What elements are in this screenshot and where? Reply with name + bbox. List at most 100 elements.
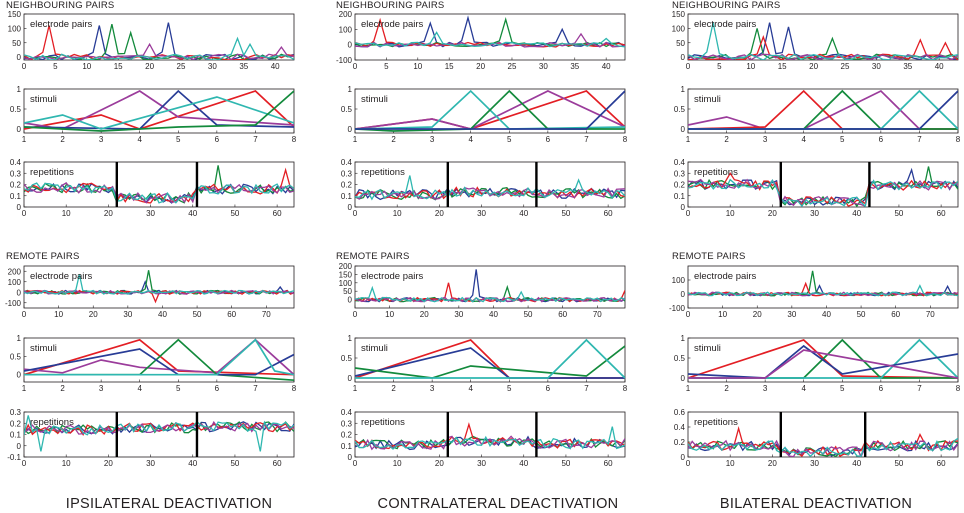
- x-tick-label: 0: [353, 459, 358, 468]
- series-group: [355, 15, 625, 48]
- x-tick-label: 60: [558, 310, 567, 319]
- series-group: [355, 175, 625, 201]
- x-tick-label: 20: [435, 209, 444, 218]
- x-tick-label: 2: [391, 384, 396, 393]
- chart-ipsi-neighbouring-electrode-pairs: 0 5 10 15 20 25 30 35 40 0 50 100 150 electrode pairs: [8, 10, 295, 71]
- y-tick-label: 100: [672, 24, 686, 33]
- y-tick-label: 1: [348, 334, 353, 343]
- x-tick-label: 6: [215, 135, 220, 144]
- x-tick-label: 7: [917, 384, 922, 393]
- y-tick-label: 0: [681, 125, 686, 134]
- x-tick-label: 8: [623, 135, 628, 144]
- series-group: [688, 338, 958, 379]
- x-tick-label: 35: [903, 62, 912, 71]
- chart-bilateral-remote-repetitions: 0 10 20 30 40 50 60 0 0.2 0.4 0.6 repetitions: [674, 408, 959, 468]
- x-tick-label: 4: [468, 384, 473, 393]
- x-tick-label: 30: [208, 62, 217, 71]
- y-tick-label: 0.3: [341, 169, 353, 178]
- x-tick-label: 20: [768, 459, 777, 468]
- axes-box: [354, 265, 626, 309]
- x-tick-label: 10: [62, 459, 71, 468]
- x-tick-label: 7: [253, 135, 258, 144]
- x-tick-label: 50: [561, 209, 570, 218]
- y-tick-label: 0: [17, 288, 22, 297]
- plot-area: 1 2 3 4 5 6 7 8 0 0.5 1 stimuli: [10, 334, 297, 393]
- x-tick-label: 30: [539, 62, 548, 71]
- x-tick-label: 20: [809, 62, 818, 71]
- x-tick-label: 15: [114, 62, 123, 71]
- section-title-remote-ipsi: REMOTE PAIRS: [6, 251, 80, 262]
- x-tick-label: 10: [413, 62, 422, 71]
- x-tick-label: 1: [353, 384, 358, 393]
- x-tick-label: 5: [176, 384, 181, 393]
- x-tick-label: 30: [810, 459, 819, 468]
- condition-label-bilateral: BILATERAL DEACTIVATION: [719, 496, 913, 512]
- x-tick-label: 10: [393, 459, 402, 468]
- plot-area: 0 5 10 15 20 25 30 35 40 0 50 100 150 electrode pairs: [8, 10, 295, 71]
- x-tick-label: 30: [810, 209, 819, 218]
- series-line-magenta: [688, 349, 958, 379]
- axes-box: [23, 265, 295, 309]
- x-tick-label: 6: [546, 384, 551, 393]
- plot-area: 1 2 3 4 5 6 7 8 0 0.5 1 stimuli: [674, 85, 961, 144]
- x-tick-label: 30: [454, 310, 463, 319]
- x-tick-label: 8: [956, 135, 961, 144]
- series-line-cyan: [355, 31, 625, 48]
- x-tick-label: 20: [104, 209, 113, 218]
- section-title-remote-contra: REMOTE PAIRS: [336, 251, 410, 262]
- x-tick-label: 50: [857, 310, 866, 319]
- x-tick-label: 30: [477, 459, 486, 468]
- y-tick-label: -100: [669, 304, 686, 313]
- series-line-blue: [355, 347, 625, 379]
- panel-label: repetitions: [30, 167, 74, 178]
- x-tick-label: 0: [22, 459, 27, 468]
- y-tick-label: 0.1: [341, 442, 353, 451]
- y-tick-label: 0.5: [674, 354, 686, 363]
- x-tick-label: 10: [718, 310, 727, 319]
- y-tick-label: 0.2: [674, 181, 686, 190]
- series-group: [688, 270, 958, 297]
- panel-label: stimuli: [361, 343, 388, 354]
- y-tick-label: 0.3: [10, 408, 22, 417]
- x-tick-label: 30: [477, 209, 486, 218]
- x-tick-label: 4: [801, 135, 806, 144]
- x-tick-label: 25: [841, 62, 850, 71]
- y-tick-label: 0.4: [341, 158, 353, 167]
- x-tick-label: 3: [430, 135, 435, 144]
- x-tick-label: 5: [840, 135, 845, 144]
- series-line-cyan: [355, 426, 625, 450]
- y-tick-label: 0: [17, 442, 22, 451]
- x-tick-label: 0: [353, 62, 358, 71]
- series-line-cyan: [24, 96, 294, 130]
- plot-area: 1 2 3 4 5 6 7 8 0 0.5 1 stimuli: [674, 334, 961, 393]
- y-tick-label: 0: [348, 374, 353, 383]
- x-tick-label: 8: [292, 384, 297, 393]
- x-tick-label: 7: [584, 384, 589, 393]
- x-tick-label: 40: [602, 62, 611, 71]
- x-tick-label: 7: [917, 135, 922, 144]
- series-line-green: [24, 90, 294, 132]
- panel-label: stimuli: [694, 343, 721, 354]
- x-tick-label: 15: [445, 62, 454, 71]
- x-tick-label: 70: [262, 310, 271, 319]
- x-tick-label: 2: [391, 135, 396, 144]
- x-tick-label: 3: [763, 384, 768, 393]
- x-tick-label: 0: [22, 62, 27, 71]
- section-title-neighbouring-bilateral: NEIGHBOURING PAIRS: [672, 0, 781, 11]
- x-tick-label: 4: [468, 135, 473, 144]
- y-tick-label: 0.1: [674, 192, 686, 201]
- y-tick-label: 0.2: [10, 419, 22, 428]
- panel-label: stimuli: [30, 343, 57, 354]
- panel-label: repetitions: [361, 167, 405, 178]
- panel-label: repetitions: [30, 417, 74, 428]
- series-group: [355, 269, 625, 303]
